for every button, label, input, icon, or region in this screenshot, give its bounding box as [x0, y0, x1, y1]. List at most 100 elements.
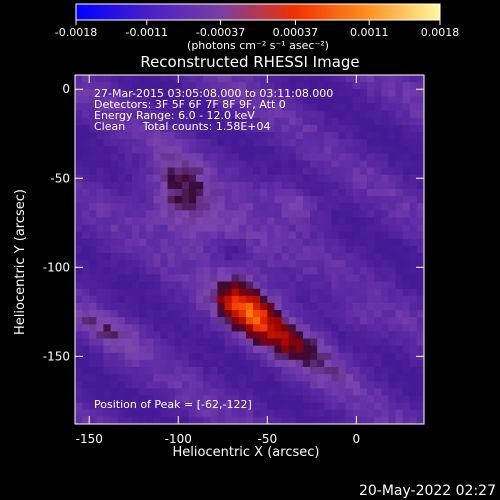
heatmap-cell: [359, 181, 368, 190]
colorbar-tick-label: -0.00037: [196, 26, 245, 39]
heatmap-cell: [310, 103, 318, 112]
heatmap-cell: [295, 110, 304, 119]
heatmap-cell: [367, 167, 375, 176]
heatmap-cell: [367, 253, 375, 261]
heatmap-cell: [388, 317, 396, 325]
heatmap-cell: [253, 124, 261, 133]
heatmap-cell: [238, 416, 247, 425]
heatmap-cell: [274, 117, 282, 126]
heatmap-cell: [374, 295, 382, 304]
heatmap-cell: [210, 82, 218, 90]
heatmap-cell: [224, 253, 233, 261]
heatmap-cell: [402, 139, 411, 147]
heatmap-cell: [110, 139, 119, 147]
heatmap-cell: [167, 338, 176, 347]
heatmap-cell: [217, 274, 225, 282]
heatmap-cell: [210, 245, 218, 254]
heatmap-cell: [288, 203, 297, 211]
heatmap-cell: [324, 253, 332, 261]
heatmap-cell: [245, 75, 254, 83]
heatmap-cell: [174, 96, 183, 104]
heatmap-cell: [338, 181, 347, 190]
heatmap-cell: [224, 181, 233, 190]
heatmap-cell: [331, 409, 339, 418]
heatmap-cell: [352, 267, 361, 275]
heatmap-cell: [89, 139, 97, 147]
heatmap-cell: [103, 82, 112, 90]
heatmap-cell: [231, 110, 240, 119]
heatmap-cell: [381, 302, 389, 311]
heatmap-cell: [367, 96, 375, 104]
heatmap-cell: [117, 367, 126, 375]
heatmap-cell: [288, 302, 297, 311]
heatmap-cell: [117, 146, 126, 154]
heatmap-cell: [388, 160, 396, 168]
heatmap-cell: [160, 267, 168, 275]
heatmap-cell: [352, 89, 361, 97]
heatmap-cell: [295, 238, 304, 247]
heatmap-cell: [281, 367, 290, 375]
heatmap-cell: [302, 110, 311, 119]
heatmap-cell: [188, 103, 197, 112]
heatmap-cell: [267, 153, 275, 161]
heatmap-cell: [260, 402, 268, 411]
heatmap-cell: [238, 267, 247, 275]
heatmap-cell: [245, 345, 254, 354]
heatmap-cell: [388, 288, 396, 297]
heatmap-cell: [153, 153, 161, 161]
heatmap-cell: [217, 281, 225, 290]
heatmap-cell: [317, 82, 325, 90]
heatmap-cell: [381, 188, 389, 197]
heatmap-cell: [302, 217, 311, 225]
heatmap-cell: [388, 395, 396, 404]
heatmap-cell: [89, 324, 97, 332]
heatmap-cell: [267, 131, 275, 140]
heatmap-cell: [302, 267, 311, 275]
heatmap-cell: [196, 245, 204, 254]
heatmap-cell: [153, 89, 161, 97]
heatmap-cell: [188, 281, 197, 290]
heatmap-cell: [124, 82, 133, 90]
heatmap-cell: [153, 245, 161, 254]
heatmap-cell: [388, 210, 396, 218]
heatmap-cell: [89, 374, 97, 382]
heatmap-cell: [75, 181, 83, 190]
heatmap-cell: [174, 117, 183, 126]
heatmap-cell: [274, 238, 282, 247]
heatmap-cell: [395, 103, 404, 112]
heatmap-cell: [338, 96, 347, 104]
heatmap-cell: [260, 89, 268, 97]
heatmap-cell: [160, 82, 168, 90]
heatmap-cell: [82, 338, 90, 347]
heatmap-cell: [409, 359, 418, 368]
heatmap-cell: [75, 317, 83, 325]
heatmap-cell: [167, 210, 176, 218]
heatmap-cell: [224, 288, 233, 297]
heatmap-cell: [188, 96, 197, 104]
heatmap-cell: [288, 210, 297, 218]
heatmap-cell: [224, 188, 233, 197]
heatmap-cell: [153, 167, 161, 176]
heatmap-cell: [374, 402, 382, 411]
heatmap-cell: [302, 117, 311, 126]
heatmap-cell: [395, 139, 404, 147]
heatmap-cell: [203, 238, 211, 247]
heatmap-cell: [267, 188, 275, 197]
heatmap-cell: [331, 117, 339, 126]
heatmap-cell: [203, 224, 211, 233]
heatmap-cell: [352, 352, 361, 361]
heatmap-cell: [82, 203, 90, 211]
heatmap-cell: [416, 110, 425, 119]
heatmap-cell: [96, 359, 104, 368]
heatmap-cell: [345, 238, 354, 247]
heatmap-cell: [139, 338, 147, 347]
heatmap-cell: [174, 367, 183, 375]
heatmap-cell: [110, 146, 119, 154]
heatmap-cell: [395, 174, 404, 183]
heatmap-cell: [203, 153, 211, 161]
heatmap-cell: [139, 359, 147, 368]
heatmap-cell: [103, 110, 112, 119]
heatmap-cell: [217, 245, 225, 254]
heatmap-cell: [288, 96, 297, 104]
heatmap-cell: [124, 288, 133, 297]
